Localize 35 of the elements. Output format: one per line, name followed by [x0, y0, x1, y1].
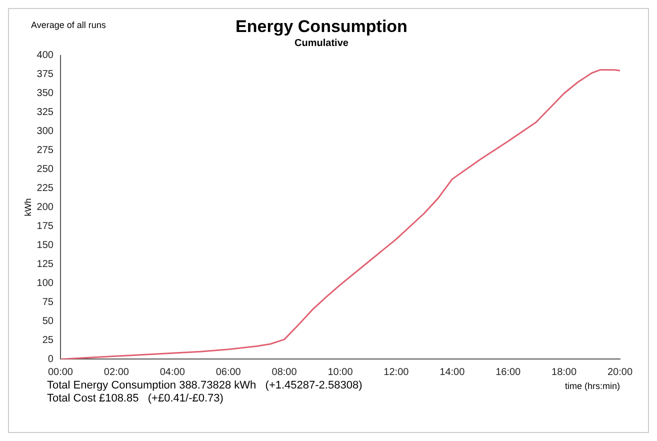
y-tick-label: 0: [48, 354, 54, 365]
x-tick-label: 14:00: [440, 366, 466, 378]
y-tick-label: 300: [36, 126, 54, 138]
x-tick-label: 06:00: [216, 366, 242, 378]
text: Total Energy Consumption 388.73828 kWh (+1.45287-2.58308): [47, 380, 362, 392]
y-tick-label: 275: [36, 145, 54, 156]
y-tick-label: 375: [36, 69, 54, 80]
x-tick-label: 04:00: [160, 366, 186, 378]
y-tick-label: 100: [36, 278, 54, 289]
y-tick-label: 400: [36, 50, 54, 62]
chart-title: Energy Consumption: [236, 16, 408, 36]
x-axis-title: time (hrs:min): [564, 381, 620, 392]
x-tick-label: 12:00: [384, 366, 410, 378]
y-tick-label: 150: [36, 240, 54, 252]
x-tick-label: 10:00: [328, 366, 354, 378]
y-tick-label: 175: [36, 221, 54, 232]
text: Total Cost £108.85 (+£0.41/-£0.73): [47, 392, 224, 405]
y-tick-label: 25: [42, 334, 54, 346]
y-tick-label: 250: [36, 164, 54, 176]
y-tick-label: 200: [36, 202, 54, 214]
x-tick-label: 18:00: [552, 366, 577, 378]
y-tick-label: 350: [36, 88, 54, 100]
y-tick-label: 75: [42, 296, 54, 308]
x-tick-label: 00:00: [48, 366, 74, 378]
x-tick-label: 08:00: [272, 366, 298, 378]
chart-subtitle: Cumulative: [294, 38, 349, 50]
y-axis-title: kWh: [22, 198, 33, 216]
text: Average of all runs: [31, 20, 106, 30]
x-tick-label: 16:00: [496, 366, 522, 378]
y-tick-label: 125: [36, 259, 54, 270]
x-tick-label: 02:00: [104, 366, 130, 378]
y-tick-label: 50: [42, 316, 54, 327]
y-tick-label: 225: [36, 183, 54, 194]
x-tick-label: 20:00: [607, 366, 633, 378]
y-tick-label: 325: [36, 107, 54, 118]
